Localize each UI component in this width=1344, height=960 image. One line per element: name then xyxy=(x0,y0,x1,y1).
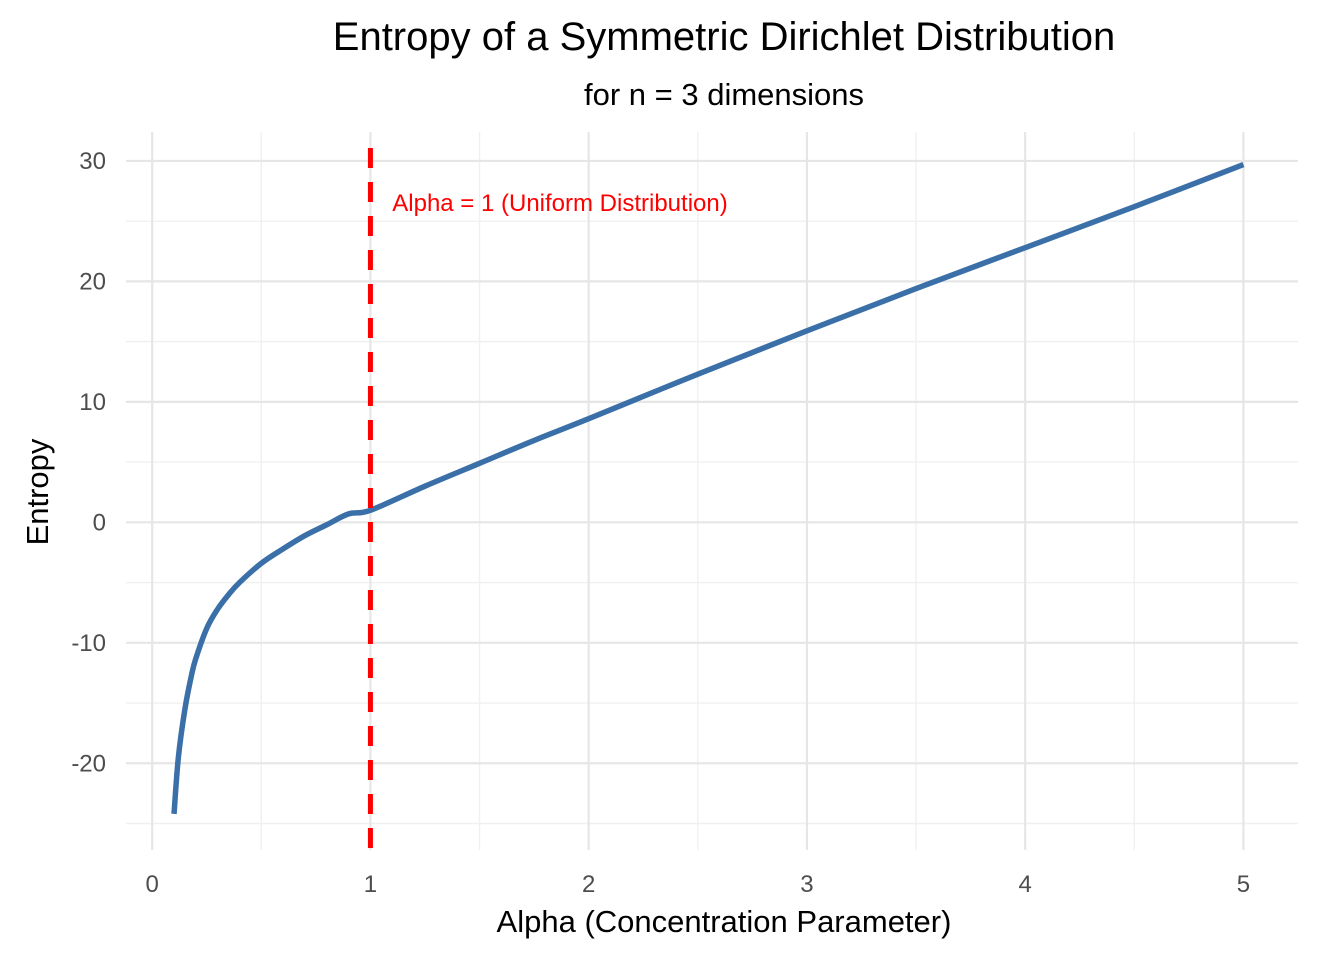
chart-subtitle: for n = 3 dimensions xyxy=(584,77,864,112)
annotations: Alpha = 1 (Uniform Distribution) xyxy=(392,190,727,217)
x-tick-label: 4 xyxy=(1019,871,1032,898)
tick-labels: 0 1 2 3 4 5 -20 -10 0 10 20 30 xyxy=(71,148,1250,898)
gridlines xyxy=(126,132,1298,850)
x-tick-label: 2 xyxy=(582,871,595,898)
series-lines xyxy=(171,161,1245,815)
x-tick-label: 3 xyxy=(800,871,813,898)
x-tick-label: 1 xyxy=(364,871,377,898)
uniform-distribution-annotation: Alpha = 1 (Uniform Distribution) xyxy=(392,190,727,217)
x-tick-label: 0 xyxy=(146,871,159,898)
y-tick-label: 0 xyxy=(93,509,106,536)
x-tick-label: 5 xyxy=(1237,871,1250,898)
entropy-series-line xyxy=(171,161,1245,815)
y-tick-label: 20 xyxy=(79,268,106,295)
y-tick-label: 10 xyxy=(79,389,106,416)
y-tick-label: 30 xyxy=(79,148,106,175)
y-tick-label: -10 xyxy=(71,630,106,657)
x-axis-label: Alpha (Concentration Parameter) xyxy=(497,904,952,939)
y-tick-label: -20 xyxy=(71,750,106,777)
y-axis-label: Entropy xyxy=(20,438,55,545)
chart-title: Entropy of a Symmetric Dirichlet Distrib… xyxy=(333,15,1115,59)
